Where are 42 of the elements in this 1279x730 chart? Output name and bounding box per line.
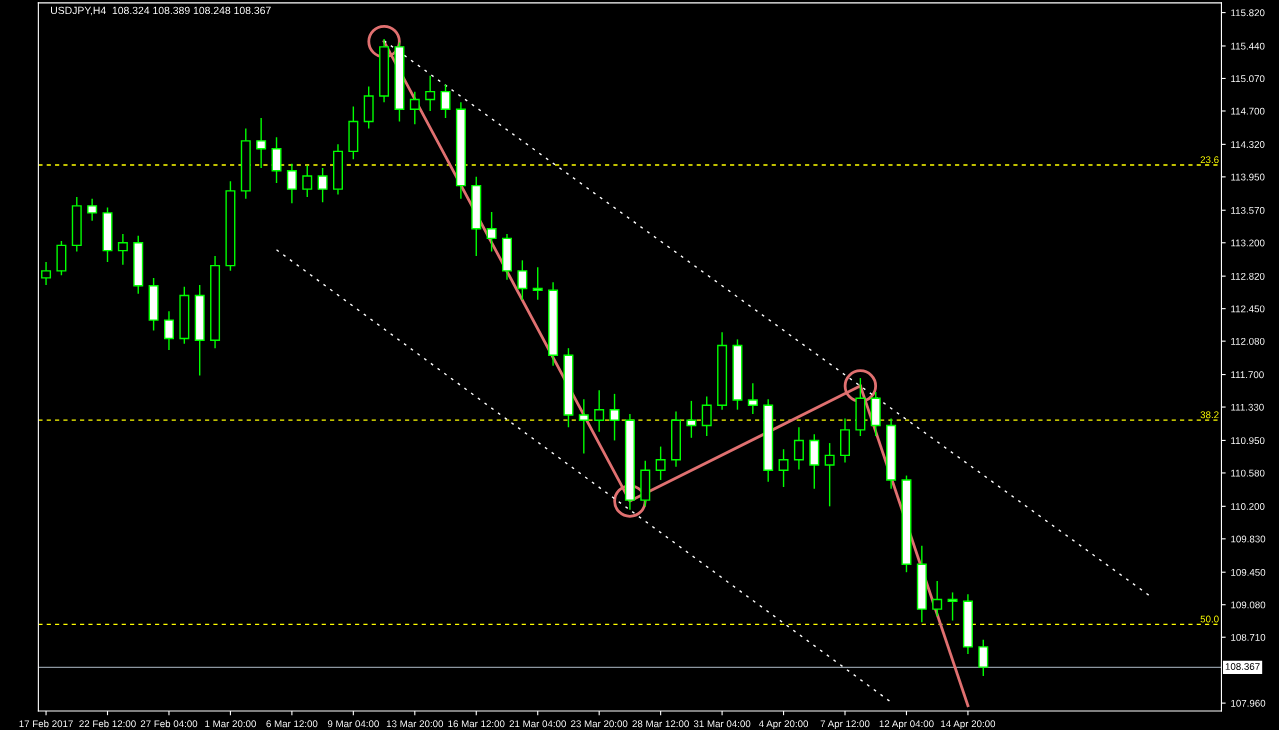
- y-tick-label: 115.440: [1231, 42, 1265, 50]
- x-tick-label: 14 Apr 20:00: [941, 720, 996, 730]
- x-tick-label: 16 Mar 12:00: [448, 720, 505, 728]
- y-tick-label: 114.320: [1231, 141, 1265, 148]
- y-tick-label: 110.580: [1231, 469, 1265, 477]
- y-tick-label: 110.200: [1231, 503, 1265, 510]
- annotation: 38.2: [1200, 411, 1219, 419]
- x-tick-label: 13 Mar 20:00: [386, 720, 444, 728]
- ref-line-label: 108.367: [1225, 663, 1260, 670]
- y-tick-label: 111.700: [1231, 371, 1264, 379]
- y-tick-label: 111.330: [1231, 403, 1264, 411]
- y-tick-label: 113.950: [1231, 173, 1265, 181]
- y-tick-label: 112.450: [1231, 305, 1265, 313]
- y-tick-label: 113.570: [1231, 206, 1265, 214]
- x-tick-label: 6 Mar 12:00: [266, 720, 318, 728]
- y-tick-label: 112.080: [1231, 337, 1265, 345]
- x-tick-label: 17 Feb 2017: [19, 720, 73, 728]
- x-tick-label: 28 Mar 12:00: [632, 720, 689, 728]
- x-tick-label: 21 Mar 04:00: [509, 720, 566, 728]
- y-tick-label: 115.070: [1231, 75, 1265, 83]
- y-tick-label: 112.820: [1231, 272, 1265, 280]
- y-tick-label: 114.700: [1231, 107, 1265, 115]
- x-tick-label: 7 Apr 12:00: [820, 720, 870, 730]
- y-tick-label: 109.450: [1231, 568, 1266, 576]
- x-tick-label: 12 Apr 04:00: [879, 720, 934, 730]
- x-tick-label: 31 Mar 04:00: [693, 720, 751, 728]
- y-tick-label: 107.960: [1231, 699, 1266, 707]
- annotation: 50.0: [1200, 615, 1219, 623]
- x-tick-label: 27 Feb 04:00: [140, 720, 198, 728]
- y-tick-label: 109.080: [1231, 601, 1266, 609]
- annotation: 23.6: [1200, 156, 1219, 164]
- x-tick-label: 4 Apr 20:00: [758, 720, 809, 730]
- x-tick-label: 23 Mar 20:00: [571, 720, 628, 728]
- y-tick-label: 108.710: [1231, 633, 1266, 641]
- x-tick-label: 9 Mar 04:00: [327, 720, 379, 728]
- y-tick-label: 115.820: [1231, 9, 1265, 17]
- chart-title: USDJPY,H4 108.324 108.389 108.248 108.367: [51, 6, 271, 16]
- x-tick-label: 1 Mar 20:00: [205, 720, 256, 728]
- y-tick-label: 110.950: [1231, 437, 1265, 445]
- x-tick-label: 22 Feb 12:00: [79, 720, 136, 728]
- y-tick-label: 113.200: [1231, 239, 1265, 247]
- y-tick-label: 109.830: [1231, 535, 1266, 543]
